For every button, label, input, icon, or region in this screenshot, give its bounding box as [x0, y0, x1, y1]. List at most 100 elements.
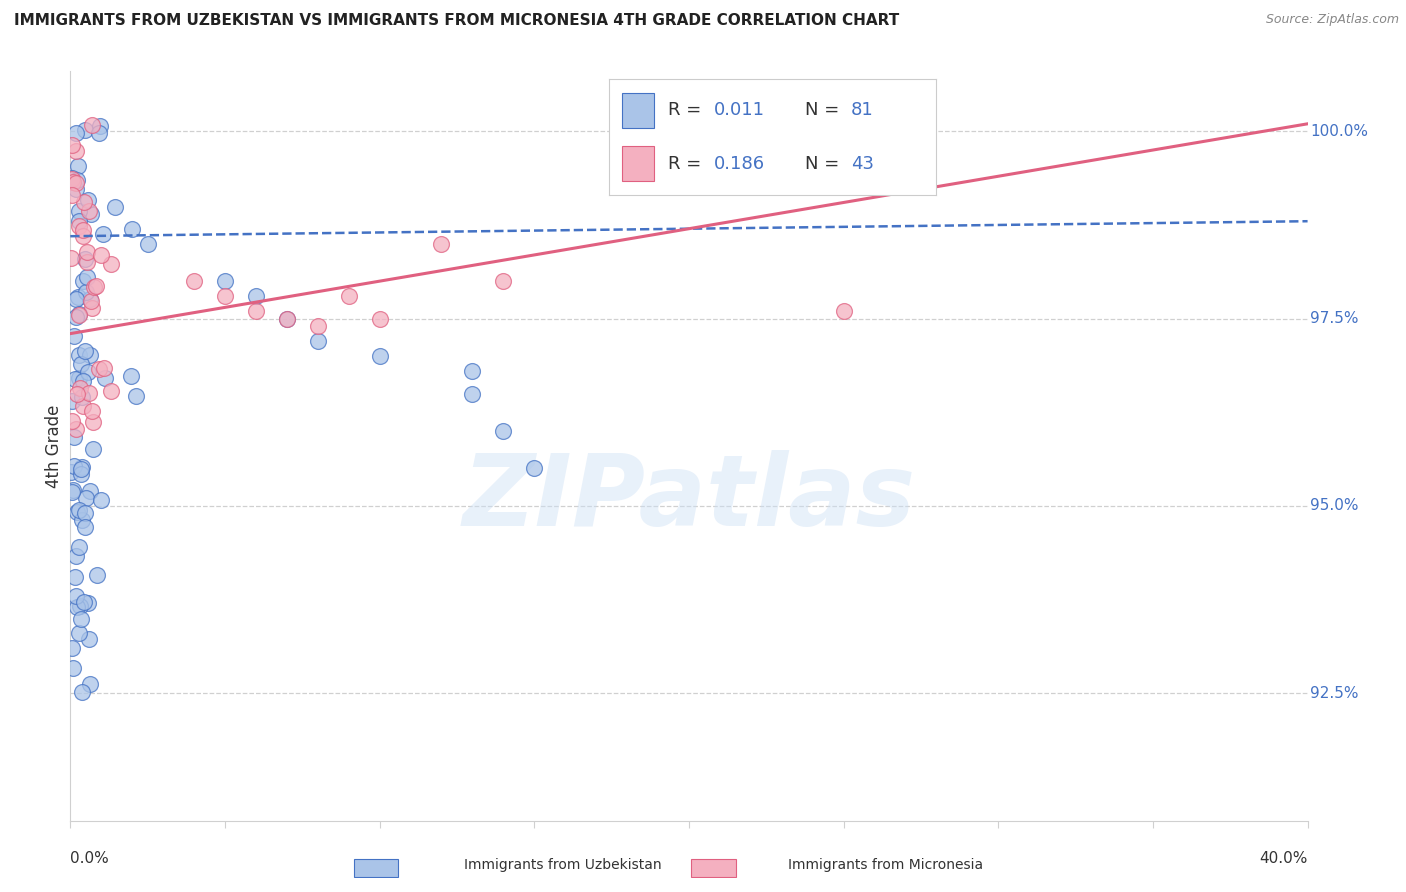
Point [89, 120, 111, 134]
Point [76, 254, 98, 268]
Point [63, 372, 86, 386]
Point [62, 175, 84, 189]
Point [67, 214, 90, 228]
Point [93, 360, 115, 375]
Point [66, 505, 89, 519]
Point [60, 484, 83, 499]
Point [82, 415, 104, 429]
Point [90, 248, 112, 262]
Point [72, 375, 94, 389]
Point [523, 461, 546, 475]
Point [104, 200, 127, 214]
Point [77, 632, 100, 646]
Point [76, 193, 98, 207]
Text: N =: N = [806, 154, 845, 173]
Point [75, 491, 97, 505]
Point [72, 399, 94, 413]
Point [245, 289, 267, 303]
Point [121, 221, 143, 235]
Text: N =: N = [806, 101, 845, 120]
Point [79, 292, 101, 306]
Point [65, 182, 87, 196]
Point [67, 348, 90, 362]
Point [94, 371, 117, 385]
Point [66, 600, 89, 615]
Text: R =: R = [668, 154, 707, 173]
Point [368, 311, 391, 326]
Point [77, 596, 100, 610]
Point [492, 274, 515, 288]
Point [62, 483, 84, 497]
Point [73, 594, 96, 608]
Point [87, 126, 110, 140]
Bar [621, 146, 654, 181]
Point [67, 626, 90, 640]
Point [67, 219, 90, 233]
Text: 0.011: 0.011 [713, 101, 765, 120]
Point [90, 493, 112, 508]
Text: 95.0%: 95.0% [1310, 499, 1358, 514]
Text: ZIPatlas: ZIPatlas [463, 450, 915, 547]
Text: 0.186: 0.186 [713, 154, 765, 173]
Point [77, 365, 100, 379]
Point [62, 661, 84, 675]
Point [214, 289, 236, 303]
Point [86, 278, 108, 293]
Text: 100.0%: 100.0% [1310, 124, 1368, 139]
Text: 97.5%: 97.5% [1310, 311, 1358, 326]
Point [60, 187, 83, 202]
Point [80, 207, 103, 221]
Point [87, 362, 110, 376]
Text: 92.5%: 92.5% [1310, 686, 1358, 701]
Point [72, 390, 94, 404]
Point [245, 304, 267, 318]
Point [82, 442, 104, 457]
Point [136, 236, 159, 251]
Point [75, 506, 97, 520]
Point [76, 245, 98, 260]
Point [80, 118, 103, 132]
Point [60, 394, 83, 409]
Point [100, 257, 122, 271]
Point [67, 204, 90, 219]
Point [60, 465, 83, 479]
Point [80, 403, 103, 417]
Point [492, 424, 515, 438]
Point [69, 612, 91, 626]
Point [337, 289, 360, 303]
Point [461, 364, 484, 378]
Point [65, 145, 87, 159]
Point [69, 382, 91, 396]
Point [461, 386, 484, 401]
Point [125, 389, 148, 403]
Point [67, 160, 90, 174]
Point [76, 269, 98, 284]
Point [65, 589, 87, 603]
Text: Immigrants from Micronesia: Immigrants from Micronesia [789, 858, 983, 872]
Point [70, 459, 93, 474]
Point [70, 684, 93, 698]
Point [67, 540, 90, 554]
Point [72, 274, 94, 288]
Point [72, 228, 94, 243]
Point [60, 641, 83, 656]
Point [60, 137, 83, 152]
Point [69, 357, 91, 371]
Text: Source: ZipAtlas.com: Source: ZipAtlas.com [1265, 13, 1399, 27]
Point [65, 176, 87, 190]
Text: 0.0%: 0.0% [70, 851, 110, 865]
Point [100, 384, 122, 399]
Point [91, 227, 114, 241]
Point [430, 236, 453, 251]
Point [70, 461, 93, 475]
Point [79, 349, 101, 363]
Y-axis label: 4th Grade: 4th Grade [45, 404, 63, 488]
Point [60, 171, 83, 186]
Point [65, 310, 87, 324]
Text: Immigrants from Uzbekistan: Immigrants from Uzbekistan [464, 858, 661, 872]
Point [67, 307, 90, 321]
Point [70, 467, 93, 482]
Point [66, 172, 89, 186]
Point [65, 126, 87, 140]
Text: IMMIGRANTS FROM UZBEKISTAN VS IMMIGRANTS FROM MICRONESIA 4TH GRADE CORRELATION C: IMMIGRANTS FROM UZBEKISTAN VS IMMIGRANTS… [14, 13, 900, 29]
